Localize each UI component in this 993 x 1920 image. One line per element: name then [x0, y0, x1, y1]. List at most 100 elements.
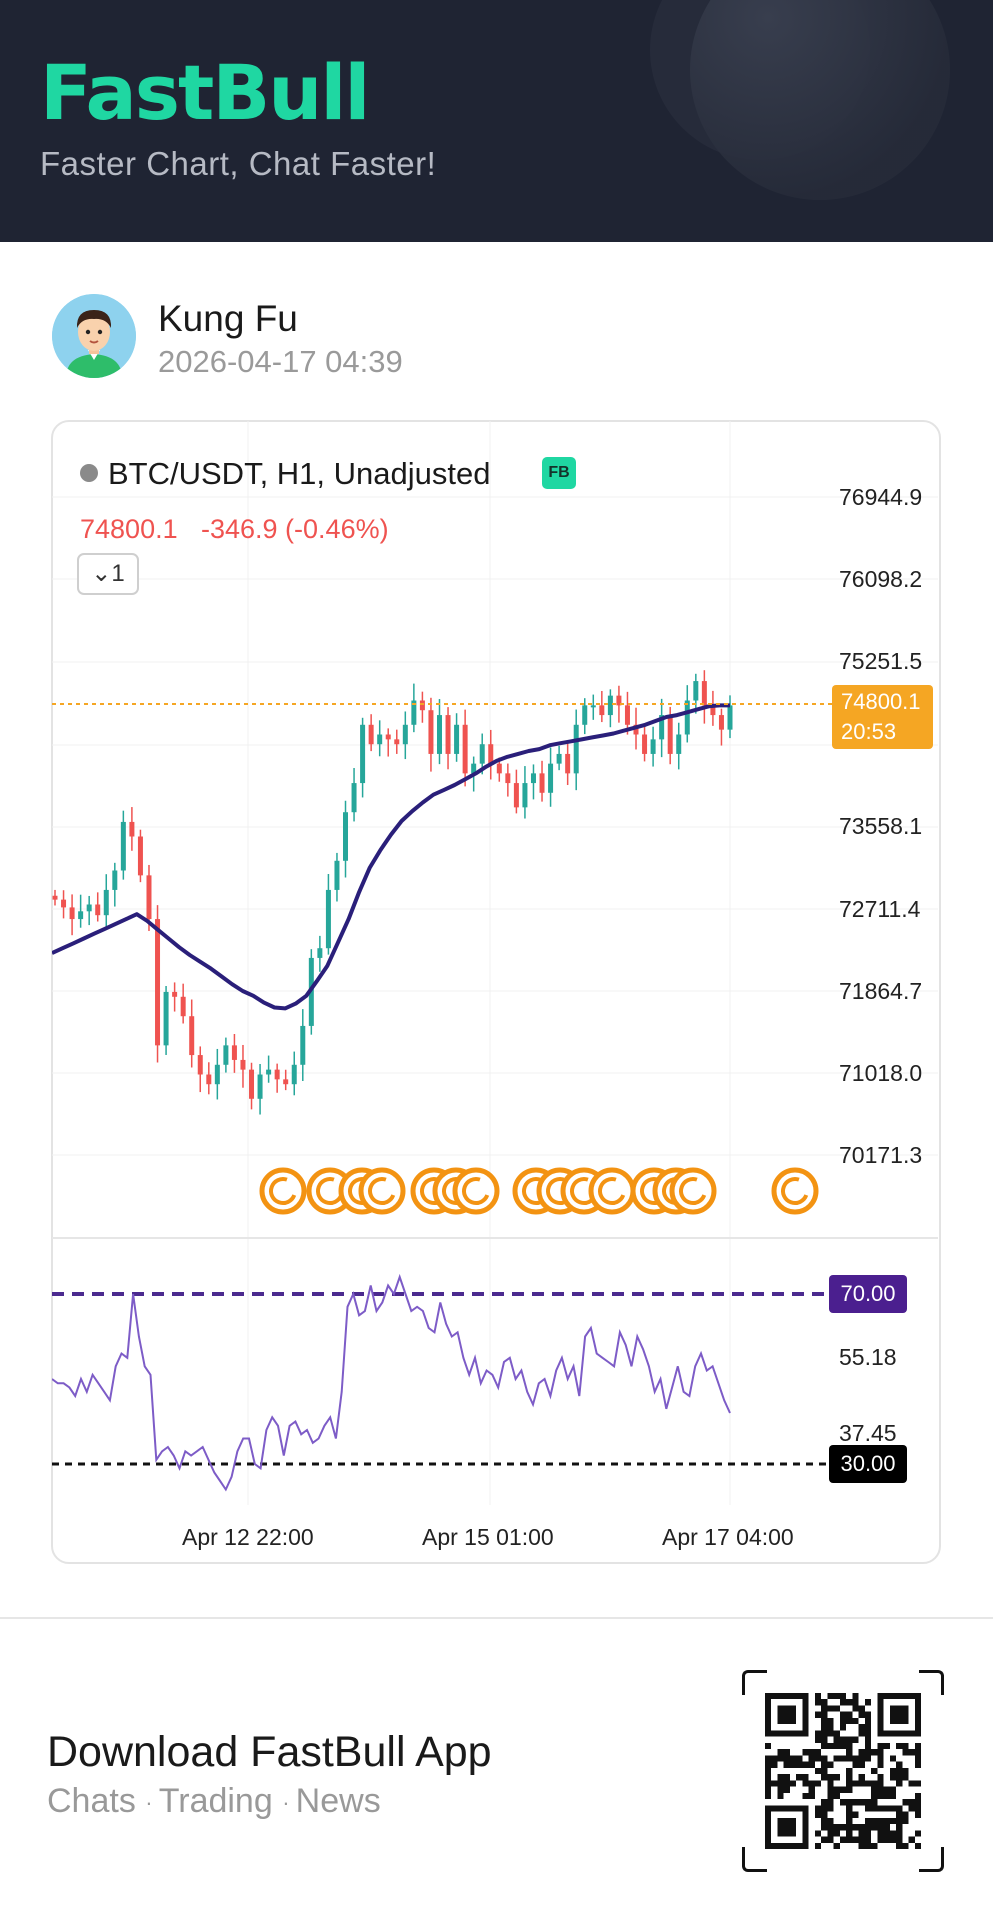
- last-price-tag: 74800.1 20:53: [832, 685, 933, 749]
- candle-body: [419, 700, 425, 711]
- candle-body: [496, 763, 502, 774]
- candle-body: [385, 734, 391, 740]
- rsi-upper-badge: 70.00: [829, 1275, 907, 1313]
- candle-body: [274, 1069, 280, 1080]
- candlestick-chart[interactable]: [52, 421, 940, 1563]
- event-marker-glyph: [781, 1177, 809, 1205]
- candle-body: [103, 889, 109, 916]
- brand-slogan: Faster Chart, Chat Faster!: [40, 145, 437, 182]
- candle-body: [351, 783, 357, 813]
- candle-body: [539, 773, 545, 793]
- candle-body: [249, 1069, 255, 1099]
- candle-body: [325, 889, 331, 949]
- candle-body: [266, 1069, 272, 1075]
- candle-body: [206, 1074, 212, 1085]
- y-tick: 75251.5: [839, 648, 923, 674]
- candle-body: [650, 739, 656, 754]
- candle-body: [86, 904, 92, 912]
- news-label: News: [295, 1782, 381, 1820]
- chart-card[interactable]: [51, 420, 941, 1564]
- rsi-lower-badge: 30.00: [829, 1445, 907, 1483]
- candle-body: [582, 705, 588, 725]
- trading-label: Trading: [158, 1782, 273, 1820]
- candle-body: [454, 724, 460, 754]
- candle-body: [368, 724, 374, 745]
- candle-body: [172, 991, 178, 997]
- qr-code[interactable]: [742, 1670, 944, 1872]
- symbol-title: BTC/USDT, H1, Unadjusted: [108, 456, 491, 491]
- candle-body: [180, 996, 186, 1017]
- candle-body: [667, 715, 673, 754]
- candle-body: [684, 700, 690, 735]
- download-title: Download FastBull App: [47, 1728, 492, 1776]
- x-tick: Apr 15 01:00: [422, 1524, 554, 1550]
- candle-body: [78, 911, 84, 920]
- moving-average-line: [52, 703, 730, 1011]
- event-marker-glyph: [679, 1177, 707, 1205]
- candle-body: [633, 724, 639, 735]
- candle-body: [129, 821, 135, 837]
- candle-body: [189, 1016, 195, 1056]
- candle-body: [513, 783, 519, 808]
- candle-body: [522, 783, 528, 808]
- candle-body: [343, 812, 349, 861]
- event-marker-glyph: [598, 1177, 626, 1205]
- event-marker-glyph: [269, 1177, 297, 1205]
- avatar[interactable]: [52, 294, 136, 378]
- post-timestamp: 2026-04-17 04:39: [158, 344, 403, 379]
- candle-body: [95, 904, 101, 916]
- candle-body: [710, 705, 716, 716]
- chats-label: Chats: [47, 1782, 136, 1820]
- candle-body: [727, 705, 733, 730]
- brand-logo: FastBull: [40, 48, 370, 137]
- candle-body: [69, 907, 75, 920]
- event-marker-glyph: [368, 1177, 396, 1205]
- candle-body: [505, 773, 511, 784]
- candle-body: [112, 870, 118, 890]
- rsi-line: [52, 1273, 731, 1492]
- event-marker-icon[interactable]: [259, 1167, 307, 1215]
- price-change: -346.9 (-0.46%): [201, 514, 389, 544]
- event-marker-icon[interactable]: [588, 1167, 636, 1215]
- candle-body: [428, 710, 434, 754]
- candle-body: [402, 724, 408, 745]
- candle-body: [231, 1045, 237, 1060]
- event-marker-glyph: [462, 1177, 490, 1205]
- candle-body: [607, 695, 613, 716]
- rsi-tick: 55.18: [839, 1344, 897, 1370]
- x-tick: Apr 12 22:00: [182, 1524, 314, 1550]
- candle-body: [317, 948, 323, 958]
- y-tick: 71018.0: [839, 1060, 923, 1086]
- candle-body: [676, 734, 682, 754]
- download-subtitle: Chats · Trading · News: [47, 1782, 381, 1820]
- event-marker-icon[interactable]: [452, 1167, 500, 1215]
- section-divider: [0, 1617, 993, 1619]
- brand-header: FastBull Faster Chart, Chat Faster!: [0, 0, 993, 242]
- candle-body: [300, 1025, 306, 1065]
- candle-body: [590, 705, 596, 708]
- last-price-tag-value: 74800.1: [841, 689, 921, 714]
- candle-body: [257, 1074, 263, 1099]
- candle-body: [479, 744, 485, 764]
- candle-body: [488, 744, 494, 764]
- candle-body: [548, 763, 554, 793]
- indicator-collapse-button[interactable]: ⌄1: [77, 553, 139, 595]
- candle-body: [624, 705, 630, 725]
- candle-body: [445, 715, 451, 754]
- candle-body: [599, 705, 605, 716]
- event-marker-icon[interactable]: [771, 1167, 819, 1215]
- x-tick: Apr 17 04:00: [662, 1524, 794, 1550]
- y-tick: 71864.7: [839, 978, 923, 1004]
- candle-body: [573, 724, 579, 774]
- event-markers[interactable]: [259, 1167, 819, 1215]
- candle-body: [120, 821, 126, 871]
- candle-body: [642, 734, 648, 754]
- candle-body: [163, 991, 169, 1046]
- fb-badge: FB: [542, 457, 576, 489]
- candle-body: [616, 695, 622, 706]
- event-marker-icon[interactable]: [669, 1167, 717, 1215]
- event-marker-icon[interactable]: [358, 1167, 406, 1215]
- y-tick: 70171.3: [839, 1142, 923, 1168]
- candle-body: [240, 1059, 246, 1070]
- candle-body: [52, 895, 58, 900]
